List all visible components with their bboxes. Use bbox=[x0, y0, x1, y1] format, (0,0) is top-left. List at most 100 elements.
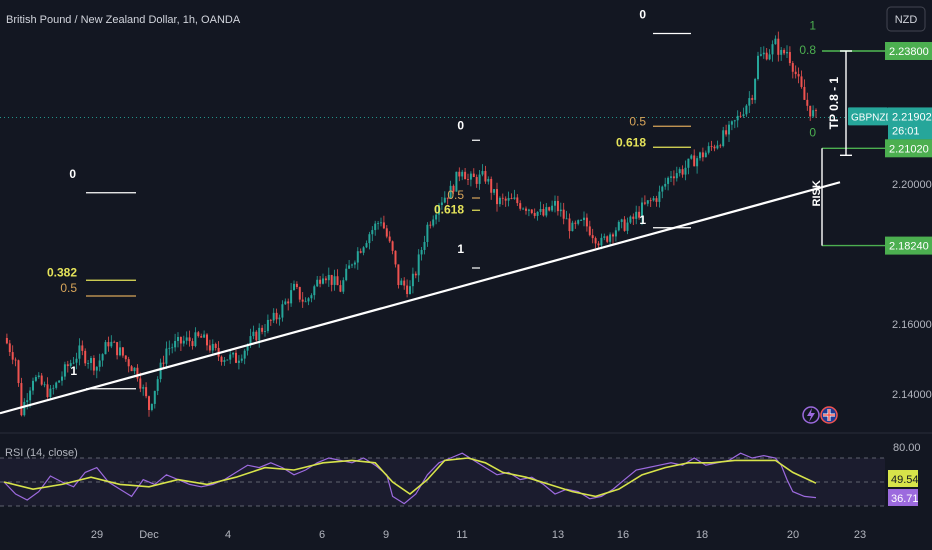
candle-body bbox=[496, 189, 498, 205]
candlestick-series bbox=[5, 31, 817, 417]
candle-body bbox=[478, 174, 481, 184]
price-axis[interactable]: 2.14000 2.16000 2.20000 2.23800 GBPNZD 2.2190… bbox=[848, 42, 932, 506]
candle-body bbox=[400, 280, 403, 286]
candle-body bbox=[533, 213, 536, 216]
candle-body bbox=[316, 279, 319, 287]
candle-body bbox=[507, 197, 510, 201]
candle-body bbox=[585, 217, 588, 227]
fib-level-label: 0.8 bbox=[799, 43, 816, 57]
candle-body bbox=[693, 155, 696, 167]
candle-body bbox=[139, 378, 142, 389]
rsi-ma-line bbox=[3, 457, 817, 498]
candle-body bbox=[377, 222, 380, 224]
candle-body bbox=[699, 152, 701, 159]
candle-body bbox=[333, 276, 336, 285]
lightning-icon[interactable] bbox=[802, 406, 820, 424]
candle-body bbox=[188, 337, 191, 342]
candle-body bbox=[11, 352, 14, 360]
candle-body bbox=[414, 273, 417, 276]
candle-body bbox=[272, 312, 275, 321]
rsi-pane[interactable]: RSI (14, close) bbox=[0, 447, 885, 507]
candle-body bbox=[440, 202, 443, 206]
time-tick-label: 11 bbox=[456, 529, 467, 541]
candle-body bbox=[583, 217, 585, 221]
countdown-label: 26:01 bbox=[892, 125, 920, 137]
candle-body bbox=[794, 71, 797, 75]
candle-body bbox=[121, 347, 124, 356]
candle-body bbox=[487, 178, 490, 182]
time-tick-label: 6 bbox=[319, 529, 325, 541]
candle-body bbox=[420, 249, 423, 255]
candle-body bbox=[783, 49, 786, 54]
candle-body bbox=[646, 200, 649, 204]
candle-body bbox=[652, 198, 655, 201]
candle-body bbox=[759, 54, 762, 56]
candle-body bbox=[713, 146, 716, 149]
fib-level-label: 0.618 bbox=[616, 135, 646, 149]
fib-level-label: 1 bbox=[70, 364, 77, 378]
candle-body bbox=[269, 319, 272, 321]
candle-body bbox=[142, 387, 145, 389]
time-tick-label: 16 bbox=[617, 529, 629, 541]
candle-body bbox=[110, 341, 113, 347]
candle-body bbox=[687, 158, 690, 168]
candle-body bbox=[812, 110, 815, 117]
candle-body bbox=[101, 354, 104, 361]
trendline[interactable] bbox=[0, 181, 841, 415]
rsi-title: RSI (14, close) bbox=[5, 447, 78, 459]
candle-body bbox=[14, 359, 17, 361]
fib-level-label: 0 bbox=[809, 125, 816, 139]
currency-button[interactable]: NZD bbox=[886, 6, 926, 32]
candle-body bbox=[580, 220, 583, 221]
uk-flag-icon[interactable] bbox=[820, 406, 838, 424]
candle-body bbox=[501, 197, 504, 199]
candle-body bbox=[58, 380, 61, 383]
candle-body bbox=[638, 211, 641, 218]
candle-body bbox=[429, 224, 432, 226]
time-tick-label: 18 bbox=[696, 529, 708, 541]
candle-body bbox=[133, 367, 136, 372]
candle-body bbox=[295, 283, 298, 288]
candle-body bbox=[733, 120, 736, 122]
rsi-ma-value: 49.54 bbox=[891, 474, 919, 486]
fib-level-label: 0.5 bbox=[629, 114, 646, 128]
candle-body bbox=[113, 341, 116, 343]
tp-annotation-label: TP 0.8 - 1 bbox=[827, 77, 841, 130]
candle-body bbox=[751, 98, 754, 100]
candle-body bbox=[443, 197, 446, 203]
candle-body bbox=[423, 241, 426, 250]
candle-body bbox=[240, 358, 243, 361]
candle-body bbox=[229, 354, 232, 360]
candle-body bbox=[577, 220, 580, 224]
level-price-tag: 2.23800 bbox=[889, 46, 929, 58]
candle-body bbox=[449, 185, 452, 199]
candle-body bbox=[742, 114, 745, 117]
time-tick-label: Dec bbox=[139, 529, 159, 541]
candle-body bbox=[182, 340, 185, 344]
candle-body bbox=[435, 214, 438, 220]
candle-body bbox=[255, 331, 258, 341]
candle-body bbox=[92, 358, 95, 371]
candle-body bbox=[220, 356, 223, 362]
candle-body bbox=[736, 115, 739, 121]
candle-body bbox=[290, 290, 293, 304]
price-tick-label: 2.20000 bbox=[892, 179, 932, 191]
candle-body bbox=[119, 347, 121, 356]
time-axis[interactable]: 29 Dec 4 6 9 11 13 16 18 20 23 bbox=[91, 529, 866, 541]
current-price-tag-bg bbox=[888, 107, 932, 140]
candle-body bbox=[275, 312, 278, 320]
candle-body bbox=[382, 222, 385, 229]
level-price-tag: 2.21020 bbox=[889, 143, 929, 155]
fib-level-label: 0 bbox=[69, 167, 76, 181]
candle-body bbox=[591, 235, 594, 239]
candle-body bbox=[63, 364, 66, 377]
candle-body bbox=[200, 336, 203, 338]
time-tick-label: 20 bbox=[787, 529, 799, 541]
candle-body bbox=[258, 327, 261, 341]
time-tick-label: 4 bbox=[225, 529, 231, 541]
candle-body bbox=[678, 169, 681, 174]
candle-body bbox=[568, 218, 571, 232]
candle-body bbox=[403, 280, 406, 286]
